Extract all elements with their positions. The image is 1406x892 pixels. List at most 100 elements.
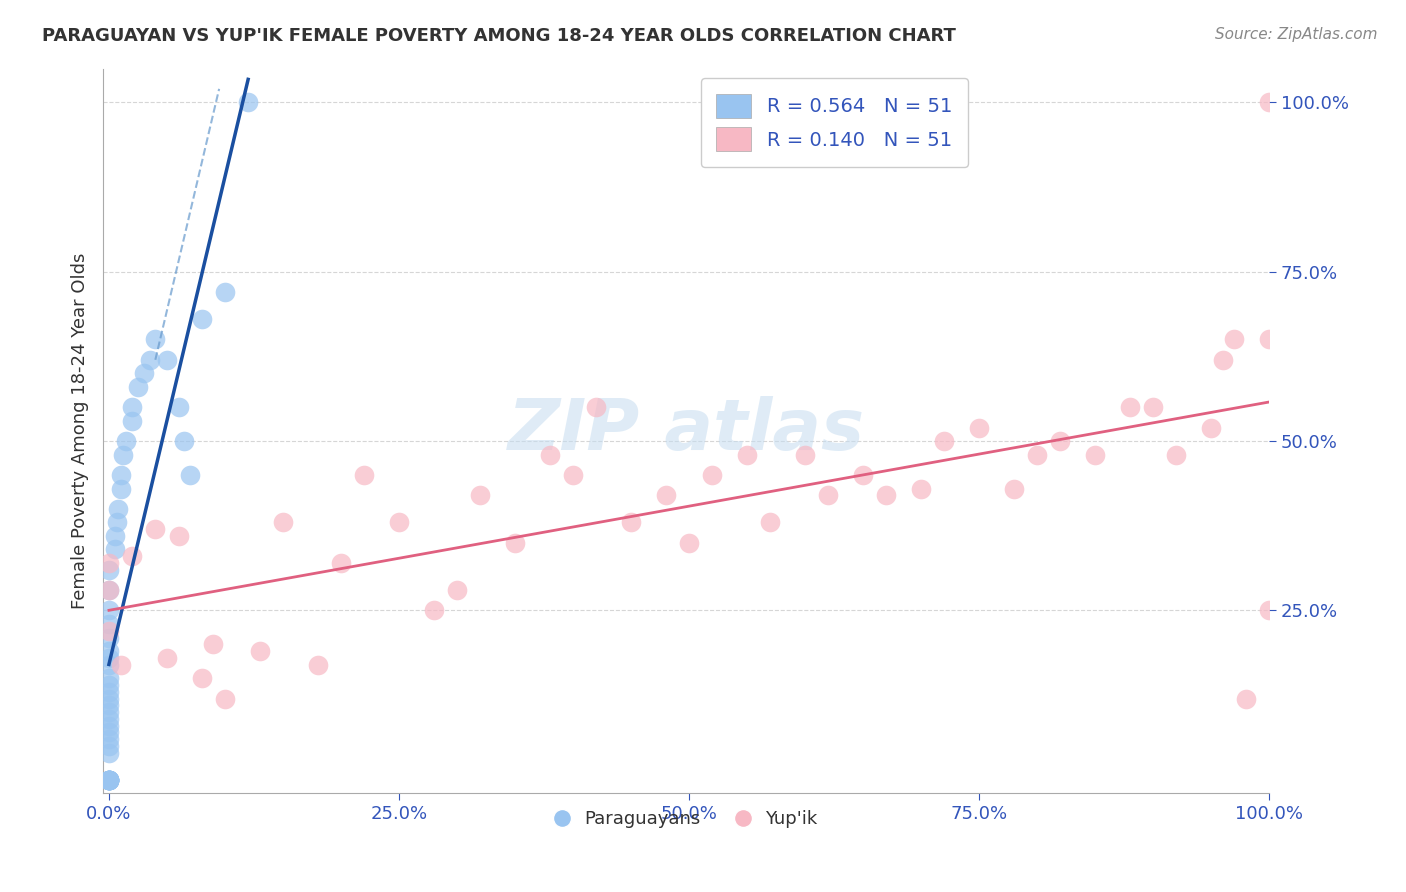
Point [121, 401, 143, 415]
Point [214, 691, 236, 706]
Point [423, 603, 446, 617]
Point [910, 482, 932, 496]
Point [202, 637, 225, 651]
Point [111, 448, 134, 462]
Point [1049, 434, 1071, 449]
Point [875, 488, 897, 502]
Point [97, 725, 120, 739]
Legend: Paraguayans, Yup'ik: Paraguayans, Yup'ik [548, 803, 824, 835]
Point [97, 772, 120, 787]
Point [1166, 448, 1188, 462]
Point [97, 705, 120, 719]
Point [97, 739, 120, 753]
Text: PARAGUAYAN VS YUP'IK FEMALE POVERTY AMONG 18-24 YEAR OLDS CORRELATION CHART: PARAGUAYAN VS YUP'IK FEMALE POVERTY AMON… [42, 27, 956, 45]
Point [97, 732, 120, 747]
Point [97, 772, 120, 787]
Point [562, 467, 585, 482]
Point [329, 556, 352, 570]
Point [307, 657, 329, 672]
Point [156, 651, 179, 665]
Point [585, 401, 607, 415]
Point [97, 631, 120, 645]
Point [1084, 448, 1107, 462]
Point [105, 516, 128, 530]
Point [97, 603, 120, 617]
Point [97, 712, 120, 726]
Point [934, 434, 956, 449]
Point [97, 583, 120, 598]
Point [1223, 333, 1246, 347]
Point [1234, 691, 1257, 706]
Point [967, 420, 990, 434]
Point [110, 657, 132, 672]
Point [97, 563, 120, 577]
Point [173, 434, 195, 449]
Point [143, 522, 166, 536]
Point [735, 448, 758, 462]
Point [97, 718, 120, 732]
Point [97, 684, 120, 698]
Point [110, 467, 132, 482]
Y-axis label: Female Poverty Among 18-24 Year Olds: Female Poverty Among 18-24 Year Olds [72, 252, 89, 609]
Point [353, 467, 375, 482]
Point [121, 414, 143, 428]
Point [143, 333, 166, 347]
Point [115, 434, 138, 449]
Point [446, 583, 468, 598]
Point [97, 698, 120, 713]
Point [97, 651, 120, 665]
Point [97, 617, 120, 632]
Point [97, 772, 120, 787]
Point [179, 467, 201, 482]
Point [167, 529, 190, 543]
Point [1026, 448, 1049, 462]
Point [97, 772, 120, 787]
Point [138, 352, 160, 367]
Point [759, 516, 782, 530]
Point [214, 285, 236, 299]
Point [503, 535, 526, 549]
Point [1199, 420, 1222, 434]
Point [104, 542, 127, 557]
Point [97, 772, 120, 787]
Point [236, 95, 259, 110]
Point [190, 671, 212, 685]
Point [852, 467, 875, 482]
Point [1258, 603, 1281, 617]
Point [1258, 95, 1281, 110]
Point [190, 312, 212, 326]
Point [1119, 401, 1142, 415]
Point [97, 772, 120, 787]
Point [97, 657, 120, 672]
Point [156, 352, 179, 367]
Point [97, 691, 120, 706]
Point [97, 746, 120, 760]
Point [620, 516, 643, 530]
Point [470, 488, 492, 502]
Point [97, 772, 120, 787]
Point [97, 772, 120, 787]
Point [97, 671, 120, 685]
Point [538, 448, 561, 462]
Point [1002, 482, 1025, 496]
Point [97, 583, 120, 598]
Point [794, 448, 817, 462]
Point [249, 644, 271, 658]
Point [702, 467, 724, 482]
Text: Source: ZipAtlas.com: Source: ZipAtlas.com [1215, 27, 1378, 42]
Point [104, 529, 127, 543]
Point [97, 678, 120, 692]
Point [107, 501, 129, 516]
Point [1258, 333, 1281, 347]
Point [97, 772, 120, 787]
Point [97, 772, 120, 787]
Point [132, 367, 155, 381]
Point [110, 482, 132, 496]
Text: ZIP atlas: ZIP atlas [508, 396, 865, 466]
Point [97, 624, 120, 638]
Point [271, 516, 294, 530]
Point [127, 380, 149, 394]
Point [97, 556, 120, 570]
Point [121, 549, 143, 564]
Point [817, 488, 839, 502]
